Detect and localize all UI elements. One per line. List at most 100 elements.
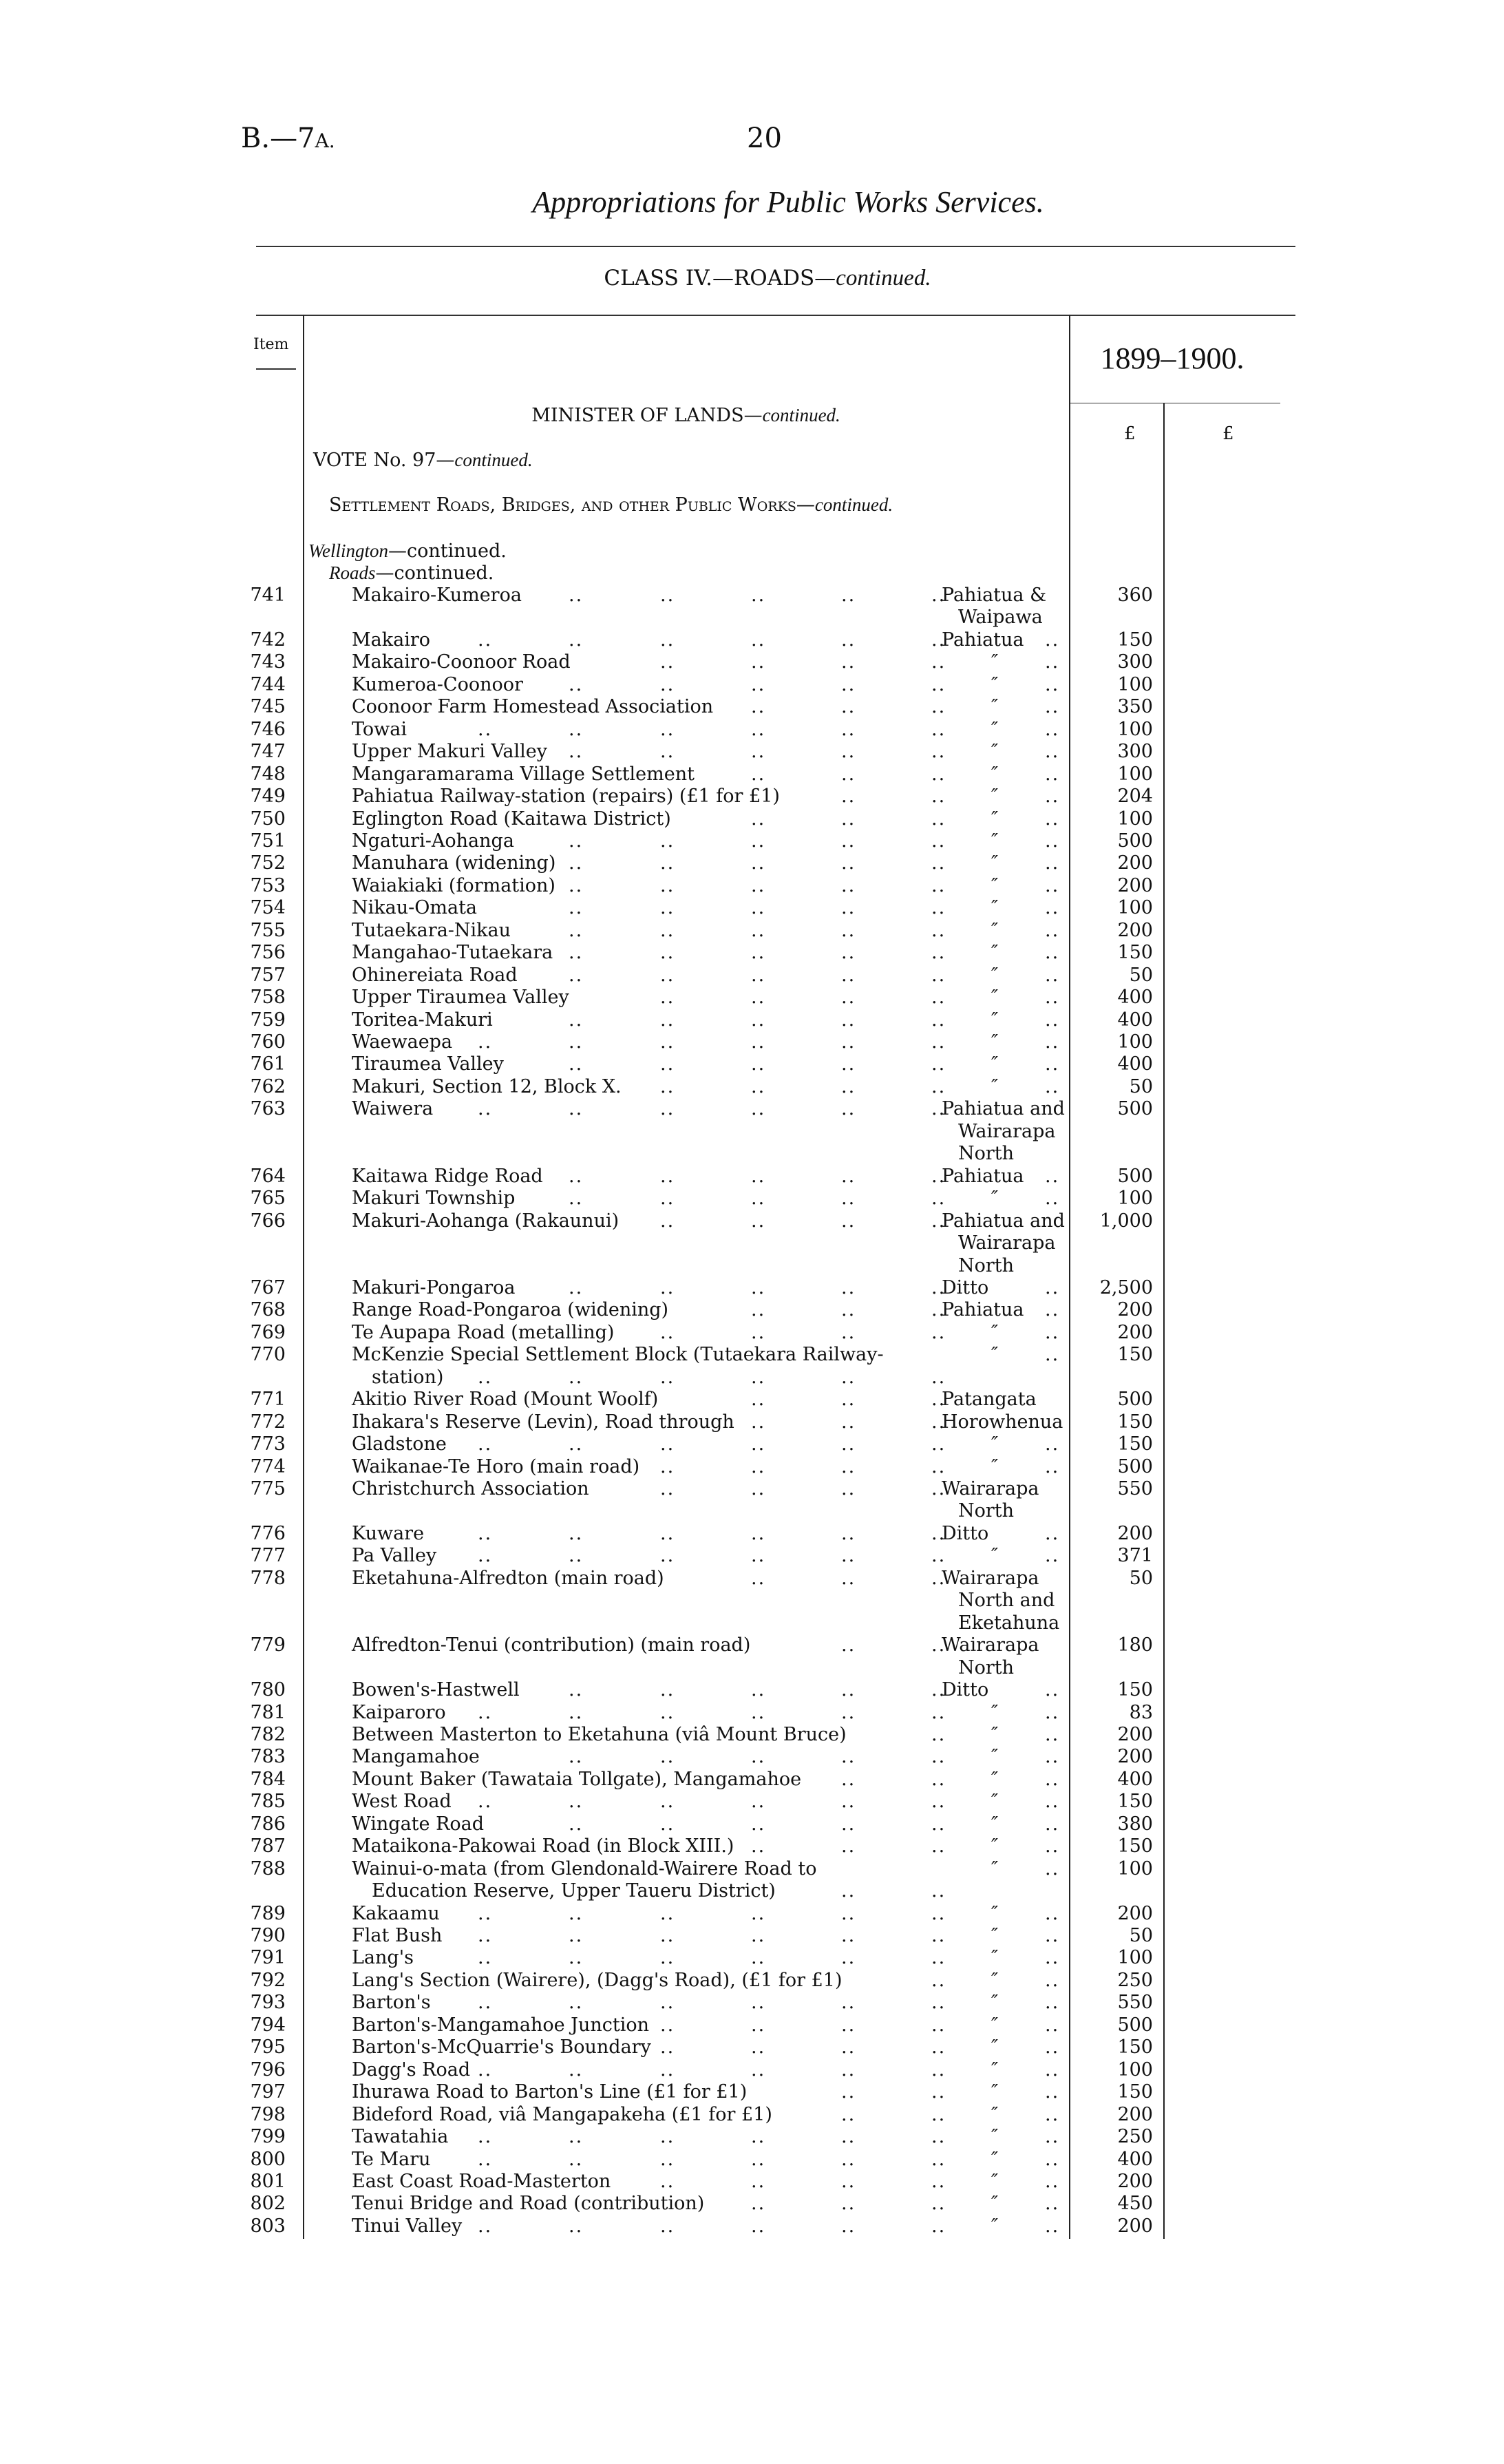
- leader-dots: ..: [660, 1791, 675, 1813]
- leader-dots: ..: [751, 1389, 766, 1411]
- leader-dots: ..: [569, 1009, 584, 1031]
- leader-dots: ..: [478, 2126, 493, 2148]
- amount: 150: [1117, 629, 1153, 651]
- leader-dots: ..: [931, 1411, 946, 1433]
- leader-dots: ..: [751, 1075, 766, 1097]
- ditto-mark: ″: [991, 964, 999, 986]
- leader-dots: ..: [569, 2126, 584, 2148]
- leader-dots: ..: [751, 1478, 766, 1499]
- leader-dots: ..: [1045, 1165, 1060, 1187]
- leader-dots: ..: [569, 897, 584, 919]
- ditto-mark: ″: [991, 651, 999, 673]
- leader-dots: ..: [751, 2193, 766, 2215]
- leader-dots: ..: [569, 1701, 584, 1723]
- locality: Wairarapa: [942, 1567, 1039, 1589]
- leader-dots: ..: [478, 1031, 493, 1053]
- leader-dots: ..: [751, 919, 766, 941]
- leader-dots: ..: [660, 1098, 675, 1120]
- leader-dots: ..: [1045, 830, 1060, 852]
- ditto-mark: ″: [991, 1344, 999, 1366]
- leader-dots: ..: [1045, 1075, 1060, 1097]
- leader-dots: ..: [931, 629, 946, 651]
- leader-dots: ..: [841, 2148, 856, 2170]
- leader-dots: ..: [931, 852, 946, 874]
- class-heading-cont: continued.: [836, 266, 931, 291]
- item-description: Mangahao-Tutaekara: [352, 942, 553, 964]
- leader-dots: ..: [1045, 1813, 1060, 1835]
- leader-dots: ..: [478, 1791, 493, 1813]
- leader-dots: ..: [660, 1545, 675, 1567]
- item-description: Manuhara (widening): [352, 852, 556, 874]
- item-description: Mataikona-Pakowai Road (in Block XIII.): [352, 1835, 734, 1857]
- item-number: 794: [250, 2014, 286, 2036]
- leader-dots: ..: [931, 1389, 946, 1411]
- leader-dots: ..: [660, 1522, 675, 1544]
- item-number: 768: [250, 1299, 286, 1321]
- leader-dots: ..: [751, 718, 766, 740]
- leader-dots: ..: [931, 1545, 946, 1567]
- leader-dots: ..: [751, 696, 766, 718]
- leader-dots: ..: [1045, 1188, 1060, 1210]
- leader-dots: ..: [751, 741, 766, 763]
- leader-dots: ..: [841, 1276, 856, 1298]
- item-description-continued: station): [372, 1366, 444, 1388]
- amount: 83: [1129, 1701, 1153, 1723]
- leader-dots: ..: [660, 1276, 675, 1298]
- leader-dots: ..: [751, 2036, 766, 2058]
- leader-dots: ..: [751, 897, 766, 919]
- leader-dots: ..: [841, 1366, 856, 1388]
- leader-dots: ..: [931, 651, 946, 673]
- leader-dots: ..: [751, 942, 766, 964]
- item-number: 769: [250, 1321, 286, 1343]
- leader-dots: ..: [660, 1992, 675, 2014]
- amount: 200: [1117, 1299, 1153, 1321]
- leader-dots: ..: [660, 897, 675, 919]
- ditto-mark: ″: [991, 1321, 999, 1343]
- item-description: Eketahuna-Alfredton (main road): [352, 1567, 664, 1589]
- leader-dots: ..: [569, 1992, 584, 2014]
- amount: 200: [1117, 1902, 1153, 1924]
- leader-dots: ..: [931, 1009, 946, 1031]
- amount: 200: [1117, 919, 1153, 941]
- leader-dots: ..: [569, 1925, 584, 1946]
- leader-dots: ..: [841, 673, 856, 695]
- amount: 500: [1117, 2014, 1153, 2036]
- leader-dots: ..: [841, 2193, 856, 2215]
- item-number: 748: [250, 763, 286, 785]
- minister-cont: continued.: [762, 405, 840, 425]
- leader-dots: ..: [660, 1947, 675, 1969]
- item-description: Wingate Road: [352, 1813, 485, 1835]
- leader-dots: ..: [660, 2148, 675, 2170]
- leader-dots: ..: [1045, 1031, 1060, 1053]
- item-description: Barton's-Mangamahoe Junction: [352, 2014, 650, 2036]
- leader-dots: ..: [660, 1746, 675, 1768]
- amount: 150: [1117, 1679, 1153, 1701]
- item-number: 772: [250, 1411, 286, 1433]
- leader-dots: ..: [751, 1299, 766, 1321]
- item-description: Makairo-Kumeroa: [352, 585, 522, 606]
- leader-dots: ..: [1045, 1276, 1060, 1298]
- locality: Pahiatua: [942, 1165, 1024, 1187]
- leader-dots: ..: [931, 942, 946, 964]
- leader-dots: ..: [931, 1679, 946, 1701]
- leader-dots: ..: [478, 1366, 493, 1388]
- leader-dots: ..: [751, 1567, 766, 1589]
- amount: 100: [1117, 763, 1153, 785]
- item-number: 786: [250, 1813, 286, 1835]
- leader-dots: ..: [931, 2193, 946, 2215]
- item-number: 766: [250, 1210, 286, 1232]
- leader-dots: ..: [931, 1634, 946, 1656]
- item-number: 745: [250, 696, 286, 718]
- amount: 150: [1117, 1411, 1153, 1433]
- leader-dots: ..: [841, 1902, 856, 1924]
- leader-dots: ..: [841, 964, 856, 986]
- item-number: 756: [250, 942, 286, 964]
- item-description: Waikanae-Te Horo (main road): [352, 1455, 640, 1477]
- leader-dots: ..: [1045, 1433, 1060, 1455]
- leader-dots: ..: [931, 1768, 946, 1790]
- leader-dots: ..: [841, 763, 856, 785]
- item-number: 781: [250, 1701, 286, 1723]
- leader-dots: ..: [660, 585, 675, 606]
- item-description: Bowen's-Hastwell: [352, 1679, 520, 1701]
- leader-dots: ..: [841, 1009, 856, 1031]
